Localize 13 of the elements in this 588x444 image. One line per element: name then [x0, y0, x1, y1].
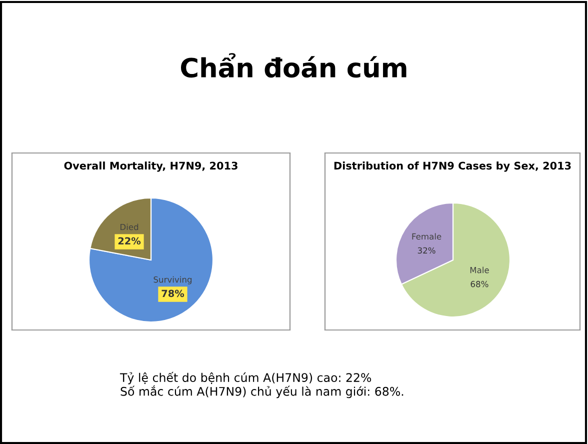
pie-slice	[88, 197, 214, 323]
text: Tỷ lệ chết do bệnh cúm A(H7N9) cao: 22% Số mắc cúm A(H7N9) chủ yếu là nam giới: 68%.	[120, 372, 404, 398]
text: Chẩn đoán cúm	[180, 53, 406, 78]
data-label: 78%	[162, 290, 184, 298]
slice-label: Female	[412, 233, 442, 240]
slice-label: Surviving	[154, 276, 192, 284]
chart-title: Distribution of H7N9 Cases by Sex, 2013	[334, 162, 571, 172]
data-label: 68%	[470, 280, 488, 288]
slice-label: Male	[470, 266, 489, 274]
chart-title: Overall Mortality, H7N9, 2013	[64, 162, 238, 172]
slice-label: Died	[120, 224, 138, 230]
data-label: 22%	[118, 237, 141, 245]
data-label: 32%	[418, 247, 436, 254]
